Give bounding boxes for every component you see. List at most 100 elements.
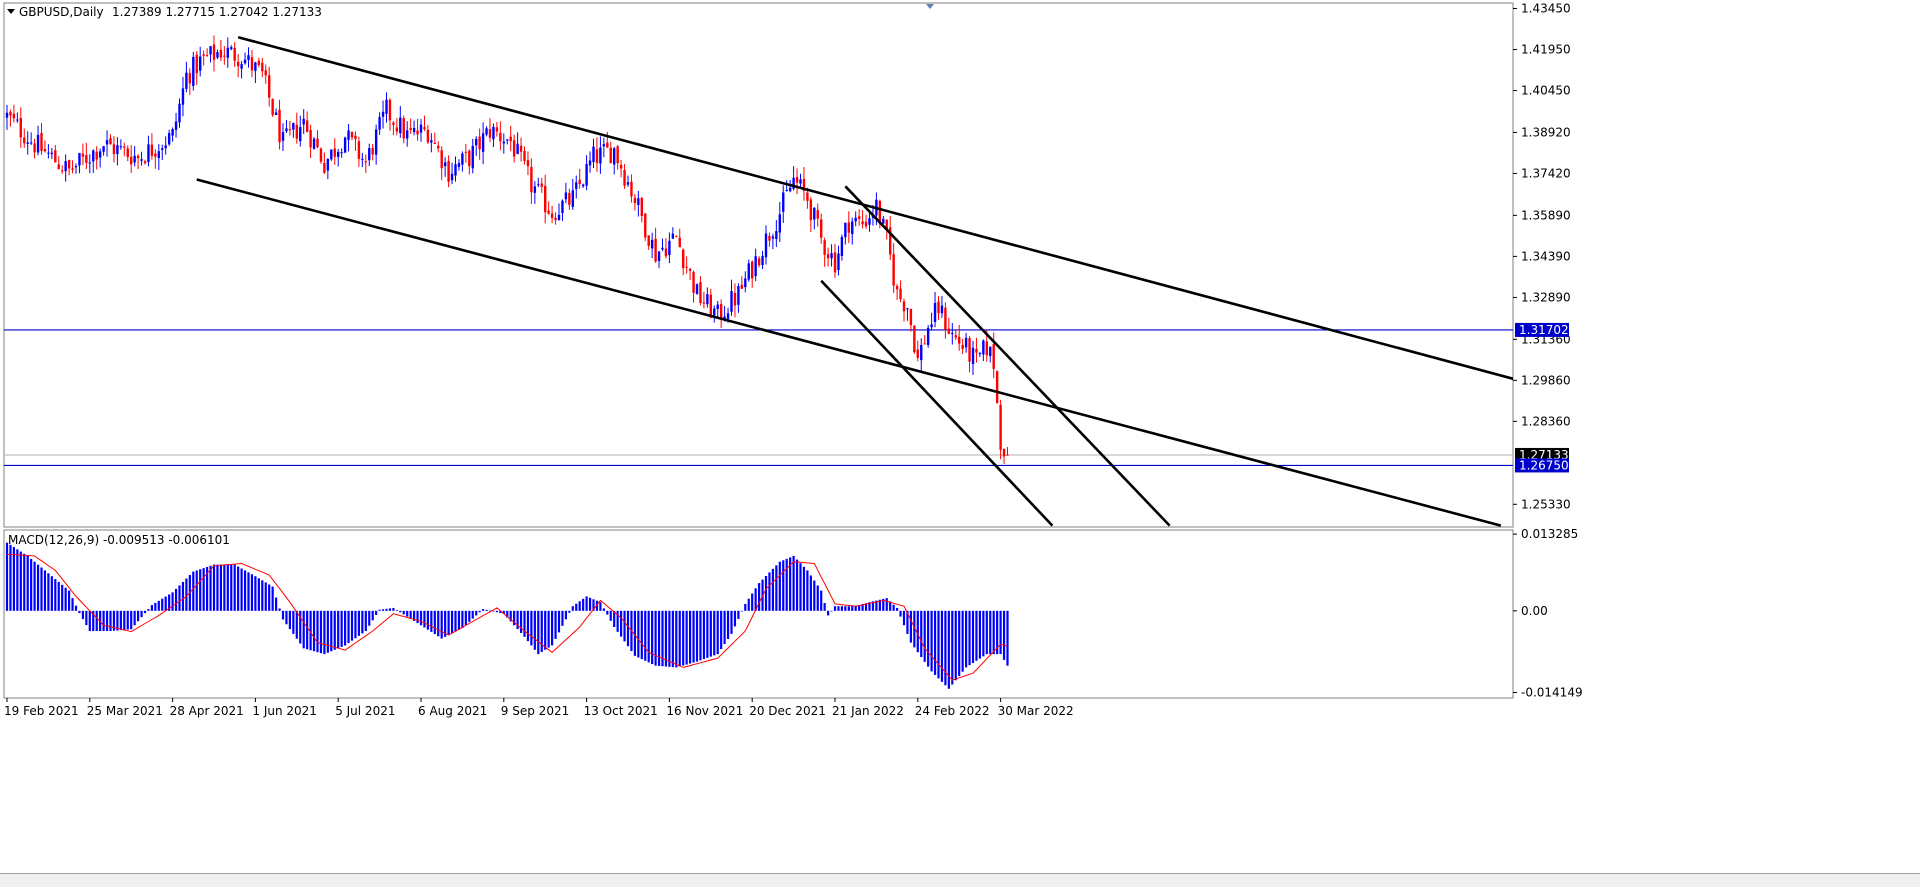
macd-hist-bar bbox=[323, 610, 326, 655]
macd-hist-bar bbox=[578, 601, 581, 611]
price-tick-label: 1.32890 bbox=[1521, 290, 1571, 304]
candle-body bbox=[264, 70, 267, 76]
macd-pane[interactable] bbox=[3, 529, 1514, 699]
candle-body bbox=[802, 178, 806, 191]
macd-hist-bar bbox=[271, 586, 274, 611]
candle-body bbox=[592, 146, 595, 163]
candle-body bbox=[278, 109, 281, 143]
macd-hist-bar bbox=[285, 610, 288, 625]
macd-hist-bar bbox=[409, 610, 412, 619]
macd-hist-bar bbox=[671, 610, 674, 668]
candle-body bbox=[36, 135, 40, 153]
macd-hist-bar bbox=[551, 610, 554, 646]
macd-hist-bar bbox=[709, 610, 712, 657]
candle-body bbox=[813, 207, 816, 220]
candle-body bbox=[744, 278, 747, 288]
macd-hist-bar bbox=[312, 610, 316, 652]
macd-hist-bar bbox=[261, 580, 264, 611]
time-tick-label: 25 Mar 2021 bbox=[87, 704, 163, 718]
macd-hist-bar bbox=[19, 551, 22, 611]
candle-body bbox=[319, 148, 323, 162]
candle-body bbox=[657, 251, 661, 261]
macd-hist-bar bbox=[516, 610, 519, 630]
candle-body bbox=[47, 152, 50, 154]
macd-hist-bar bbox=[223, 564, 226, 611]
macd-hist-bar bbox=[689, 610, 692, 664]
time-tick-label: 16 Nov 2021 bbox=[666, 704, 743, 718]
dropdown-arrow-icon[interactable] bbox=[7, 9, 15, 14]
macd-hist-bar bbox=[644, 610, 647, 661]
candle-body bbox=[299, 127, 302, 142]
macd-hist-bar bbox=[830, 610, 833, 612]
macd-hist-bar bbox=[720, 610, 723, 650]
candle-body bbox=[236, 61, 240, 67]
candle-body bbox=[782, 192, 785, 212]
candle-body bbox=[799, 179, 802, 184]
macd-hist-bar bbox=[858, 605, 861, 611]
candle-body bbox=[171, 129, 174, 136]
macd-hist-bar bbox=[482, 609, 485, 611]
macd-hist-bar bbox=[216, 564, 219, 611]
candle-body bbox=[374, 129, 378, 155]
candle-body bbox=[1002, 448, 1006, 457]
macd-hist-bar bbox=[309, 610, 312, 651]
candle-body bbox=[488, 129, 492, 138]
candle-body bbox=[533, 186, 537, 193]
candle-body bbox=[143, 161, 147, 164]
time-tick-label: 19 Feb 2021 bbox=[4, 704, 79, 718]
candle-body bbox=[12, 113, 16, 119]
macd-hist-bar bbox=[495, 610, 498, 613]
candle-body bbox=[78, 153, 81, 166]
candle-body bbox=[185, 72, 188, 89]
axes: 1.43450 1.41950 1.40450 1.38920 1.37420 1.358… bbox=[4, 1, 1583, 718]
candle-body bbox=[623, 170, 626, 186]
macd-hist-bar bbox=[364, 610, 367, 632]
candle-body bbox=[982, 340, 985, 355]
macd-hist-bar bbox=[423, 610, 426, 628]
macd-hist-bar bbox=[933, 610, 937, 675]
macd-hist-bar bbox=[702, 610, 705, 660]
macd-hist-bar bbox=[726, 610, 730, 639]
scroll-marker-icon[interactable] bbox=[926, 4, 934, 9]
macd-hist-bar bbox=[257, 578, 260, 611]
macd-hist-bar bbox=[433, 610, 436, 635]
macd-hist-bar bbox=[740, 610, 743, 612]
macd-hist-bar bbox=[354, 610, 357, 639]
candle-body bbox=[820, 219, 823, 238]
chart-tab-bar[interactable] bbox=[0, 873, 1920, 887]
macd-hist-bar bbox=[799, 563, 802, 611]
macd-hist-bar bbox=[975, 610, 978, 661]
candle-body bbox=[920, 344, 923, 361]
candle-body bbox=[402, 118, 405, 139]
candle-body bbox=[447, 160, 450, 182]
candle-body bbox=[230, 47, 233, 50]
macd-hist-bar bbox=[530, 610, 533, 646]
candle-body bbox=[602, 144, 606, 147]
candle-body bbox=[26, 142, 29, 144]
candle-body bbox=[958, 336, 961, 344]
macd-hist-bar bbox=[789, 557, 792, 611]
macd-hist-bar bbox=[526, 610, 530, 642]
macd-hist-bar bbox=[620, 610, 623, 637]
macd-hist-bar bbox=[454, 610, 457, 632]
candle-body bbox=[95, 151, 98, 160]
candle-body bbox=[909, 308, 913, 326]
candle-body bbox=[392, 122, 395, 125]
macd-hist-bar bbox=[823, 603, 826, 611]
candle-body bbox=[233, 47, 236, 61]
macd-hist-bar bbox=[626, 610, 630, 647]
candle-body bbox=[554, 217, 557, 221]
macd-hist-bar bbox=[230, 564, 233, 611]
macd-hist-bar bbox=[851, 606, 854, 611]
macd-hist-bar bbox=[444, 610, 447, 637]
candle-body bbox=[857, 216, 861, 220]
macd-hist-bar bbox=[178, 585, 181, 611]
trendline-channel-lower bbox=[196, 178, 1502, 527]
candle-body bbox=[302, 118, 305, 125]
candle-body bbox=[188, 73, 192, 84]
macd-hist-bar bbox=[278, 608, 281, 611]
time-tick-label: 21 Jan 2022 bbox=[832, 704, 904, 718]
candle-body bbox=[437, 145, 440, 149]
candle-body bbox=[274, 112, 278, 115]
